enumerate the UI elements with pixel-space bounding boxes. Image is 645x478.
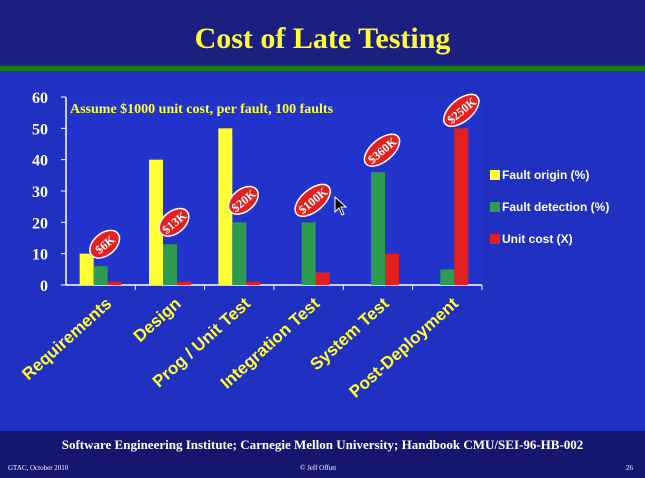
footer-bar — [0, 431, 645, 478]
bar-fault-detection — [163, 244, 177, 285]
footer-page-number: 26 — [626, 464, 633, 472]
bar-unit-cost-x — [454, 128, 469, 285]
y-tick-label: 50 — [32, 121, 48, 138]
legend-label: Fault origin (%) — [502, 168, 589, 182]
cost-label-ellipse — [227, 185, 259, 215]
y-tick-label: 20 — [32, 215, 48, 232]
legend-label: Unit cost (X) — [502, 232, 573, 246]
source-citation: Software Engineering Institute; Carnegie… — [61, 437, 584, 452]
footer-copyright: © Jeff Offutt — [300, 464, 337, 472]
slide-title: Cost of Late Testing — [194, 22, 451, 55]
mouse-cursor-icon — [334, 196, 348, 216]
bar-fault-detection — [232, 222, 247, 285]
y-tick-label: 10 — [32, 247, 48, 264]
cost-label-ellipse — [294, 183, 331, 217]
legend-swatch — [490, 202, 500, 212]
bar-unit-cost-x — [385, 253, 399, 285]
bar-fault-detection — [93, 266, 108, 285]
y-tick-label: 0 — [40, 278, 48, 295]
bar-fault-origin — [79, 253, 94, 285]
chart-annotation: Assume $1000 unit cost, per fault, 100 f… — [70, 102, 334, 117]
title-bar — [0, 0, 645, 64]
bar-unit-cost-x — [107, 281, 122, 285]
plot-background — [66, 97, 482, 285]
cost-label-ellipse — [443, 93, 480, 127]
y-tick-label: 40 — [32, 153, 48, 170]
bar-unit-cost-x — [315, 272, 330, 285]
bar-fault-origin — [149, 159, 163, 285]
cost-label-ellipse — [89, 229, 121, 259]
title-divider — [0, 66, 645, 71]
bar-fault-detection — [301, 222, 316, 285]
cost-label-ellipse — [363, 133, 401, 167]
cost-label-ellipse — [158, 207, 190, 237]
footer-event: GTAC, October 2010 — [8, 464, 69, 472]
bar-fault-origin — [218, 128, 233, 285]
bar-unit-cost-x — [246, 281, 261, 285]
legend-label: Fault detection (%) — [502, 200, 609, 214]
y-tick-label: 60 — [32, 90, 48, 107]
bar-fault-detection — [440, 269, 455, 285]
legend-swatch — [490, 234, 500, 244]
legend-swatch — [490, 170, 500, 180]
bar-unit-cost-x — [177, 281, 191, 285]
bar-fault-detection — [371, 172, 385, 285]
y-tick-label: 30 — [32, 184, 48, 201]
chart-area: 0 10 20 30 40 50 60 Requirements Design Prog / Un… — [0, 71, 645, 431]
x-category-label: Design — [130, 294, 185, 346]
cost-label: $20K — [227, 185, 259, 215]
x-category-label: Requirements — [18, 294, 115, 384]
